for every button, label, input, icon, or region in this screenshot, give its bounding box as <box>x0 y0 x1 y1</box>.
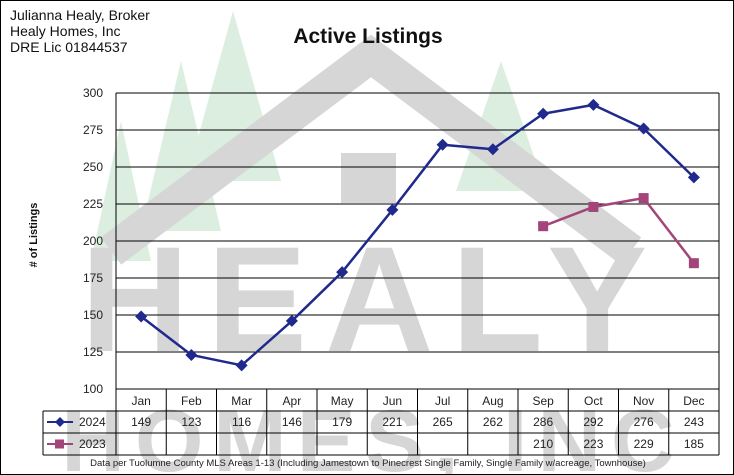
data-point <box>638 193 649 204</box>
y-tick-label: 275 <box>83 123 103 137</box>
roof-watermark-icon <box>100 34 642 265</box>
broker-company: Healy Homes, Inc <box>10 23 121 39</box>
x-tick-label: Apr <box>283 394 302 408</box>
legend-entry: 2024 <box>79 415 106 429</box>
legend-key-marker <box>55 417 65 427</box>
table-value: 179 <box>332 415 352 429</box>
x-tick-label: Feb <box>181 394 202 408</box>
table-value: 223 <box>583 437 603 451</box>
table-value: 286 <box>533 415 553 429</box>
data-point <box>235 359 248 372</box>
plot-border <box>115 93 720 389</box>
y-tick-label: 125 <box>83 345 103 359</box>
y-tick-label: 175 <box>83 271 103 285</box>
data-point <box>588 201 599 212</box>
series-line-2024 <box>140 103 695 367</box>
y-tick-label: 100 <box>83 382 103 396</box>
table-value: 123 <box>181 415 201 429</box>
y-tick-label: 250 <box>83 160 103 174</box>
table-value: 265 <box>433 415 453 429</box>
data-point <box>538 221 549 232</box>
y-axis-label: # of Listings <box>28 202 40 268</box>
y-tick-label: 200 <box>83 234 103 248</box>
x-tick-label: Sep <box>532 394 554 408</box>
legend-entry: 2023 <box>79 437 106 451</box>
data-point <box>687 171 700 184</box>
data-point <box>537 107 550 120</box>
data-point <box>336 266 349 279</box>
x-tick-label: Nov <box>633 394 654 408</box>
x-tick-label: May <box>331 394 354 408</box>
table-value: 149 <box>131 415 151 429</box>
chart-title: Active Listings <box>293 25 443 48</box>
data-point <box>688 258 699 269</box>
data-point <box>587 98 600 111</box>
x-tick-label: Jun <box>383 394 402 408</box>
table-value: 276 <box>634 415 654 429</box>
table-value: 116 <box>232 415 251 429</box>
data-point <box>386 203 399 216</box>
table-value: 292 <box>583 415 603 429</box>
data-point <box>135 310 148 323</box>
data-point <box>285 314 298 327</box>
series-lines <box>135 98 700 372</box>
table-value: 210 <box>533 437 553 451</box>
data-source-footnote: Data per Tuolumne County MLS Areas 1-13 … <box>90 458 646 469</box>
table-value: 243 <box>684 415 704 429</box>
watermark-text-healy: HEALY <box>81 215 666 383</box>
y-tick-label: 225 <box>83 197 103 211</box>
data-point <box>185 348 198 361</box>
x-tick-label: Mar <box>231 394 252 408</box>
x-tick-label: Oct <box>584 394 603 408</box>
x-tick-label: Jul <box>435 394 450 408</box>
table-value: 221 <box>382 415 402 429</box>
x-tick-label: Aug <box>482 394 503 408</box>
y-tick-label: 300 <box>83 86 103 100</box>
broker-name: Julianna Healy, Broker <box>10 7 150 23</box>
table-value: 146 <box>282 415 302 429</box>
y-tick-label: 150 <box>83 308 103 322</box>
table-value: 229 <box>634 437 654 451</box>
data-table: Jan Feb Mar Apr May Jun Jul Aug Sep Oct Nov Dec 2024… <box>42 388 720 456</box>
series-line-2023 <box>542 196 695 264</box>
broker-license: DRE Lic 01844537 <box>10 39 128 55</box>
data-point <box>436 138 449 151</box>
y-axis-ticks: 100 125 150 175 200 225 250 275 300 <box>83 86 103 396</box>
legend-key-marker <box>55 439 64 449</box>
table-value: 185 <box>684 437 704 451</box>
data-point <box>637 122 650 135</box>
x-tick-label: Jan <box>131 394 150 408</box>
data-point <box>486 143 499 156</box>
x-tick-label: Dec <box>683 394 704 408</box>
table-value: 262 <box>483 415 503 429</box>
